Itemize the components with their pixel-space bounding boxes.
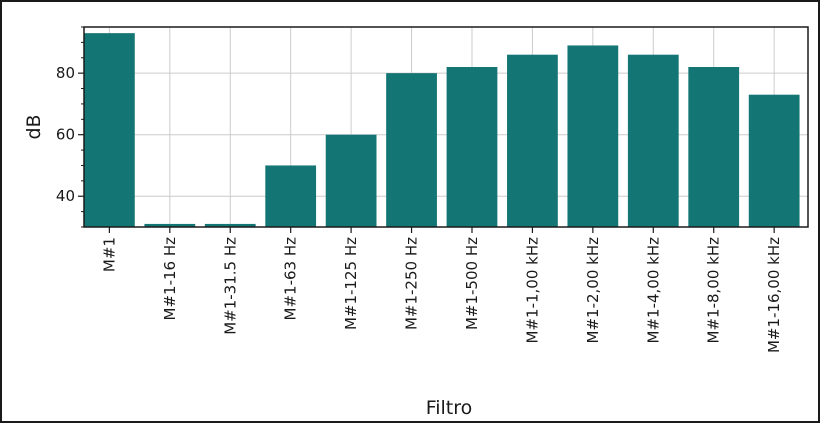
x-tick-label: M#1-16,00 kHz [765,237,783,353]
bar [507,54,558,227]
x-tick-label: M#1-16 Hz [161,237,179,321]
x-tick-label: M#1 [100,237,118,272]
bar [627,54,679,227]
bar [325,134,377,227]
bar [688,67,740,227]
bar [265,165,317,227]
x-tick-label: M#1-2,00 kHz [584,237,602,344]
x-axis-ticks: M#1 M#1-16 Hz M#1-31.5 Hz M#1-63 Hz M#1-125 … [100,227,783,353]
x-tick-label: M#1-8,00 kHz [705,237,723,344]
bar [204,223,256,227]
x-tick-label: M#1-1,00 kHz [523,237,541,344]
bar [567,45,619,227]
x-tick-label: M#1-125 Hz [342,237,360,330]
bar [84,33,135,228]
bar [144,223,196,227]
bars [84,33,800,228]
y-tick-label: 60 [56,126,75,144]
x-tick-label: M#1-250 Hz [403,237,421,330]
plot-area-border [83,26,809,228]
y-axis-ticks: 40 60 80 [56,26,84,228]
bar [386,73,437,228]
y-axis-title: dB [23,114,45,139]
x-tick-label: M#1-500 Hz [463,237,481,330]
x-axis-title: Filtro [426,397,473,419]
x-tick-label: M#1-63 Hz [282,237,300,321]
y-tick-label: 40 [56,187,75,205]
bar [446,67,498,227]
bar [748,94,800,227]
x-tick-label: M#1-31.5 Hz [221,237,239,335]
x-tick-label: M#1-4,00 kHz [644,237,662,344]
y-tick-label: 80 [56,64,75,82]
